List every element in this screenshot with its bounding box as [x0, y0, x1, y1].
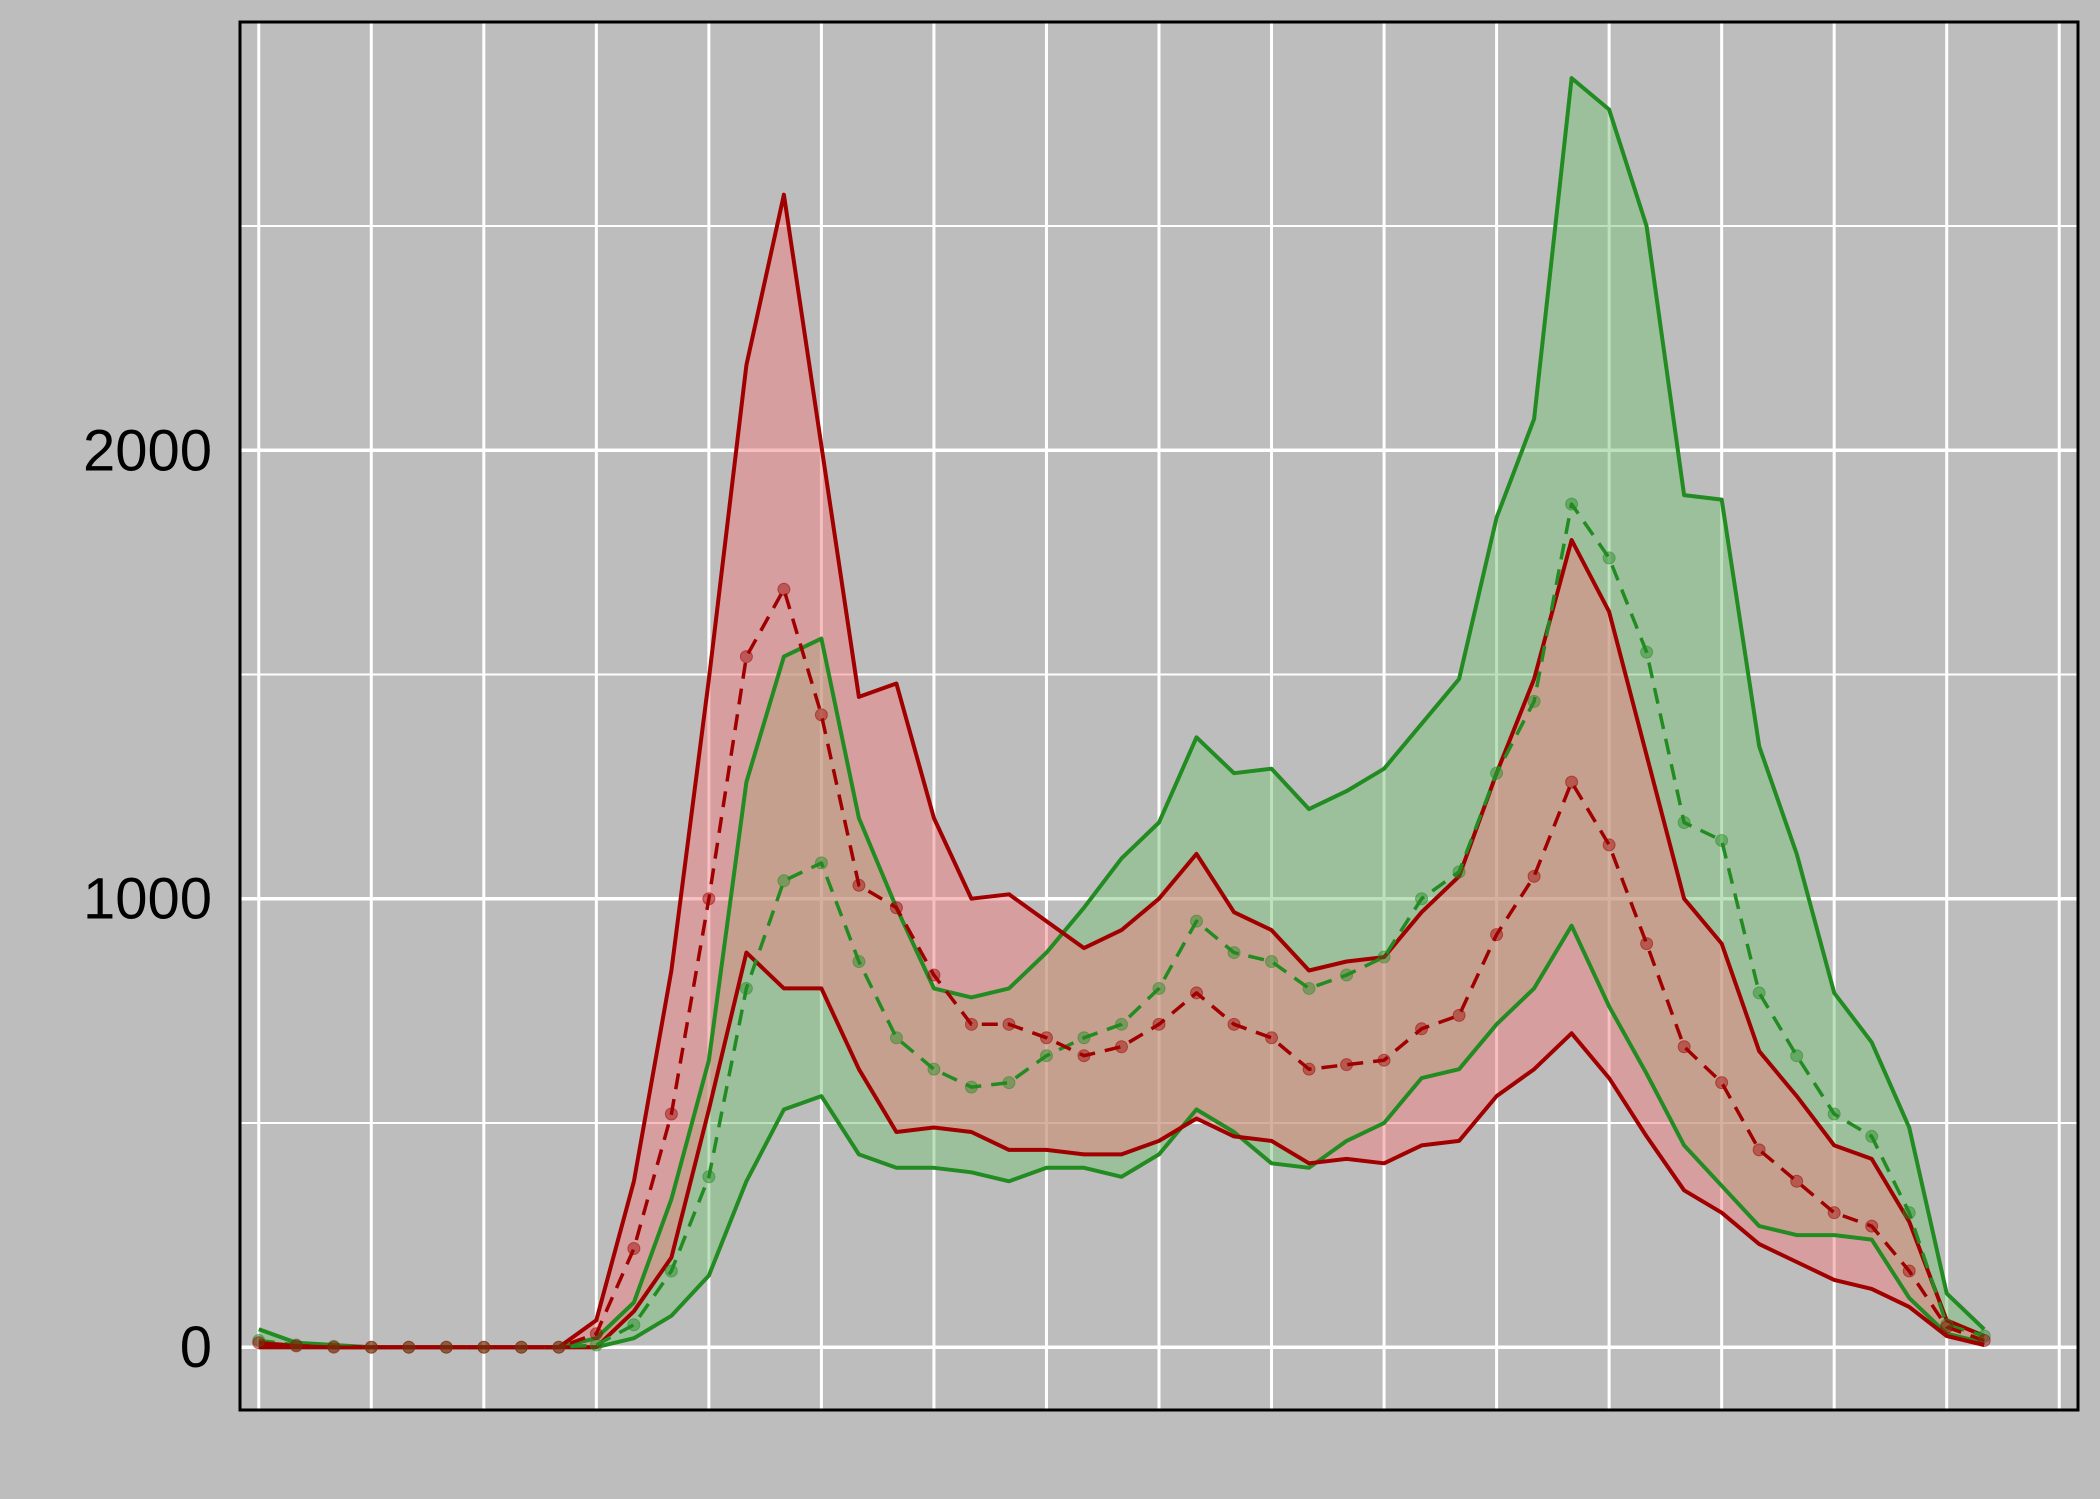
- green-mean-point: [1677, 816, 1691, 830]
- red-mean-point: [852, 878, 866, 892]
- red-mean-point: [552, 1340, 566, 1354]
- green-mean-point: [664, 1264, 678, 1278]
- red-mean-point: [477, 1340, 491, 1354]
- red-mean-point: [1002, 1017, 1016, 1031]
- red-mean-point: [1977, 1333, 1991, 1347]
- green-mean-point: [1865, 1129, 1879, 1143]
- red-mean-point: [1827, 1206, 1841, 1220]
- green-mean-point: [1527, 694, 1541, 708]
- green-band: [258, 78, 1985, 1348]
- red-mean-point: [1377, 1053, 1391, 1067]
- red-mean-point: [402, 1340, 416, 1354]
- green-mean-point: [1752, 986, 1766, 1000]
- green-mean-point: [739, 981, 753, 995]
- red-mean-point: [1190, 986, 1204, 1000]
- red-mean-point: [1940, 1320, 1954, 1334]
- red-mean-point: [927, 968, 941, 982]
- green-mean-point: [1190, 914, 1204, 928]
- red-mean-point: [289, 1339, 303, 1353]
- plot-border: [238, 20, 2080, 1412]
- green-mean-point: [1302, 981, 1316, 995]
- plot-panel: 0 1000 2000: [83, 20, 2080, 1412]
- green-mean-point: [1602, 551, 1616, 565]
- green-mean-point: [927, 1062, 941, 1076]
- red-mean-point: [739, 650, 753, 664]
- green-mean-point: [702, 1170, 716, 1184]
- green-mean-point: [1977, 1329, 1991, 1343]
- green-mean-point: [627, 1318, 641, 1332]
- red-mean-point: [1790, 1174, 1804, 1188]
- red-mean-point: [1565, 775, 1579, 789]
- red-mean-point: [1415, 1022, 1429, 1036]
- red-mean-point: [1752, 1143, 1766, 1157]
- green-mean-point: [852, 955, 866, 969]
- green-mean-point: [777, 874, 791, 888]
- red-mean-point: [1227, 1017, 1241, 1031]
- green-mean-point: [1640, 645, 1654, 659]
- red-mean-point: [327, 1340, 341, 1354]
- red-mean-point: [627, 1242, 641, 1256]
- green-mean-point: [1827, 1107, 1841, 1121]
- green-mean-point: [1790, 1049, 1804, 1063]
- red-mean-point: [1114, 1040, 1128, 1054]
- green-mean-point: [1565, 497, 1579, 511]
- red-mean-point: [664, 1107, 678, 1121]
- green-mean-point: [1265, 955, 1279, 969]
- red-mean-point: [1865, 1219, 1879, 1233]
- green-mean-point: [1002, 1076, 1016, 1090]
- green-mean-point: [1452, 865, 1466, 879]
- red-mean-point: [1715, 1076, 1729, 1090]
- red-mean-point: [1490, 928, 1504, 942]
- red-mean-point: [1077, 1049, 1091, 1063]
- green-mean-point: [1077, 1031, 1091, 1045]
- y-tick-label: 1000: [83, 867, 212, 932]
- red-mean-point: [702, 892, 716, 906]
- red-mean-point: [1602, 838, 1616, 852]
- red-mean-point: [1039, 1031, 1053, 1045]
- green-mean-point: [589, 1338, 603, 1352]
- y-tick-label: 0: [180, 1315, 212, 1380]
- red-mean-point: [1340, 1058, 1354, 1072]
- green-mean-point: [1227, 946, 1241, 960]
- red-mean-point: [1302, 1062, 1316, 1076]
- green-mean-point: [1340, 968, 1354, 982]
- green-mean-point: [1039, 1049, 1053, 1063]
- red-mean-point: [252, 1336, 266, 1350]
- red-mean-point: [364, 1340, 378, 1354]
- red-mean-line: [258, 587, 1985, 1349]
- red-mean-point: [889, 901, 903, 915]
- red-mean-point: [777, 582, 791, 596]
- red-mean-point: [589, 1327, 603, 1341]
- red-mean-point: [1452, 1008, 1466, 1022]
- red-mean-point: [814, 708, 828, 722]
- red-mean-point: [1640, 937, 1654, 951]
- red-mean-point: [964, 1017, 978, 1031]
- red-mean-point: [439, 1340, 453, 1354]
- red-band: [258, 194, 1985, 1348]
- red-mean-point: [1677, 1040, 1691, 1054]
- red-mean-point: [514, 1340, 528, 1354]
- green-mean-point: [964, 1080, 978, 1094]
- green-mean-point: [1377, 950, 1391, 964]
- green-mean-point: [1415, 892, 1429, 906]
- red-mean-point: [1152, 1017, 1166, 1031]
- green-mean-point: [1152, 981, 1166, 995]
- green-mean-point: [889, 1031, 903, 1045]
- green-mean-point: [1715, 833, 1729, 847]
- y-tick-label: 2000: [83, 418, 212, 483]
- red-mean-point: [1527, 869, 1541, 883]
- green-mean-point: [814, 856, 828, 870]
- green-mean-point: [1490, 766, 1504, 780]
- red-mean-point: [1265, 1031, 1279, 1045]
- green-mean-point: [1114, 1017, 1128, 1031]
- green-mean-point: [1902, 1206, 1916, 1220]
- red-mean-point: [1902, 1264, 1916, 1278]
